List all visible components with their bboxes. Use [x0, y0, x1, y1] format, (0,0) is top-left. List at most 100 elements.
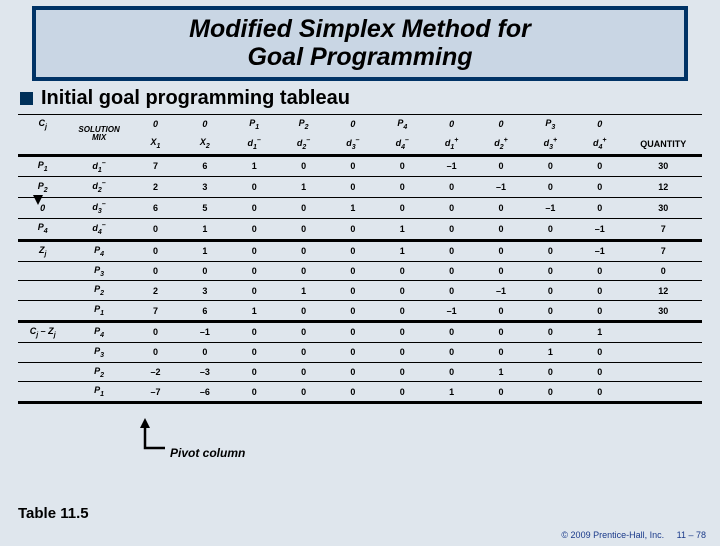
cell-2-6: 0	[427, 198, 476, 219]
zj-0-2: 0	[230, 240, 279, 261]
zj-0-4: 0	[328, 240, 377, 261]
cjzj-3-5: 0	[378, 382, 427, 403]
zj-3-2: 1	[230, 301, 279, 322]
zj-3-3: 0	[279, 301, 328, 322]
cell-3-1: 1	[180, 218, 229, 240]
down-arrow-icon	[33, 195, 43, 205]
subheading: Initial goal programming tableau	[20, 87, 700, 110]
cjzj-1-6: 0	[427, 342, 476, 362]
zj-1-9: 0	[575, 261, 624, 281]
cjzj-2-3: 0	[279, 362, 328, 382]
cjzj-0-8: 0	[526, 321, 575, 342]
cjzj-1-7: 0	[476, 342, 525, 362]
hdr-cj: Cj	[18, 115, 67, 134]
cjzj-mix-2: P2	[67, 362, 130, 382]
simplex-tableau: CjSOLUTIONMIX00P1P20P400P30X1X2d1–d2–d3–…	[18, 114, 702, 404]
zj-mix-1: P3	[67, 261, 130, 281]
cjzj-qty-0	[624, 321, 702, 342]
title-line-1: Modified Simplex Method for	[189, 15, 531, 43]
cjzj-2-5: 0	[378, 362, 427, 382]
cell-2-3: 0	[279, 198, 328, 219]
var-col-0: X1	[131, 134, 180, 155]
zj-2-7: –1	[476, 281, 525, 301]
footer: © 2009 Prentice-Hall, Inc. 11 – 78	[561, 530, 706, 540]
var-col-4: d3–	[328, 134, 377, 155]
var-col-7: d2+	[476, 134, 525, 155]
qty-0: 30	[624, 155, 702, 177]
zj-2-6: 0	[427, 281, 476, 301]
cjzj-3-3: 0	[279, 382, 328, 403]
zj-2-0: 2	[131, 281, 180, 301]
cjzj-left-3	[18, 382, 67, 403]
cell-1-7: –1	[476, 177, 525, 198]
cjzj-0-9: 1	[575, 321, 624, 342]
cjzj-mix-3: P1	[67, 382, 130, 403]
cjzj-3-1: –6	[180, 382, 229, 403]
basis-mix-3: d4–	[67, 218, 130, 240]
var-col-1: X2	[180, 134, 229, 155]
cell-3-0: 0	[131, 218, 180, 240]
zj-2-5: 0	[378, 281, 427, 301]
zj-1-6: 0	[427, 261, 476, 281]
cjzj-3-2: 0	[230, 382, 279, 403]
cell-0-1: 6	[180, 155, 229, 177]
zj-2-4: 0	[328, 281, 377, 301]
cjzj-0-7: 0	[476, 321, 525, 342]
cjzj-3-7: 0	[476, 382, 525, 403]
cell-1-8: 0	[526, 177, 575, 198]
cjzj-1-1: 0	[180, 342, 229, 362]
basis-mix-0: d1–	[67, 155, 130, 177]
cjzj-qty-3	[624, 382, 702, 403]
cell-1-6: 0	[427, 177, 476, 198]
cjzj-1-8: 1	[526, 342, 575, 362]
cjzj-qty-2	[624, 362, 702, 382]
cell-3-7: 0	[476, 218, 525, 240]
zj-2-3: 1	[279, 281, 328, 301]
var-col-2: d1–	[230, 134, 279, 155]
cost-col-7: 0	[476, 115, 525, 134]
zj-1-3: 0	[279, 261, 328, 281]
cjzj-3-9: 0	[575, 382, 624, 403]
slide-number: 11 – 78	[677, 530, 706, 540]
cost-col-2: P1	[230, 115, 279, 134]
zj-3-0: 7	[131, 301, 180, 322]
zj-1-2: 0	[230, 261, 279, 281]
zj-2-8: 0	[526, 281, 575, 301]
zj-3-1: 6	[180, 301, 229, 322]
cell-3-4: 0	[328, 218, 377, 240]
zj-left-0: Zj	[18, 240, 67, 261]
cjzj-0-0: 0	[131, 321, 180, 342]
zj-2-2: 0	[230, 281, 279, 301]
zj-qty-0: 7	[624, 240, 702, 261]
zj-3-8: 0	[526, 301, 575, 322]
cjzj-1-0: 0	[131, 342, 180, 362]
cjzj-2-7: 1	[476, 362, 525, 382]
zj-1-8: 0	[526, 261, 575, 281]
zj-qty-1: 0	[624, 261, 702, 281]
qty-3: 7	[624, 218, 702, 240]
pivot-arrow-icon	[135, 416, 175, 456]
cell-0-5: 0	[378, 155, 427, 177]
zj-3-5: 0	[378, 301, 427, 322]
cell-0-8: 0	[526, 155, 575, 177]
zj-mix-3: P1	[67, 301, 130, 322]
tableau-container: CjSOLUTIONMIX00P1P20P400P30X1X2d1–d2–d3–…	[18, 114, 702, 404]
zj-mix-2: P2	[67, 281, 130, 301]
cell-1-5: 0	[378, 177, 427, 198]
cjzj-2-1: –3	[180, 362, 229, 382]
table-label: Table 11.5	[18, 505, 89, 522]
zj-3-7: 0	[476, 301, 525, 322]
cjzj-1-9: 0	[575, 342, 624, 362]
cell-2-5: 0	[378, 198, 427, 219]
cell-1-1: 3	[180, 177, 229, 198]
cjzj-1-3: 0	[279, 342, 328, 362]
cell-1-9: 0	[575, 177, 624, 198]
cost-col-3: P2	[279, 115, 328, 134]
cost-col-1: 0	[180, 115, 229, 134]
cjzj-left-1	[18, 342, 67, 362]
cell-2-8: –1	[526, 198, 575, 219]
cell-2-4: 1	[328, 198, 377, 219]
basis-mix-1: d2–	[67, 177, 130, 198]
cell-3-3: 0	[279, 218, 328, 240]
zj-2-1: 3	[180, 281, 229, 301]
